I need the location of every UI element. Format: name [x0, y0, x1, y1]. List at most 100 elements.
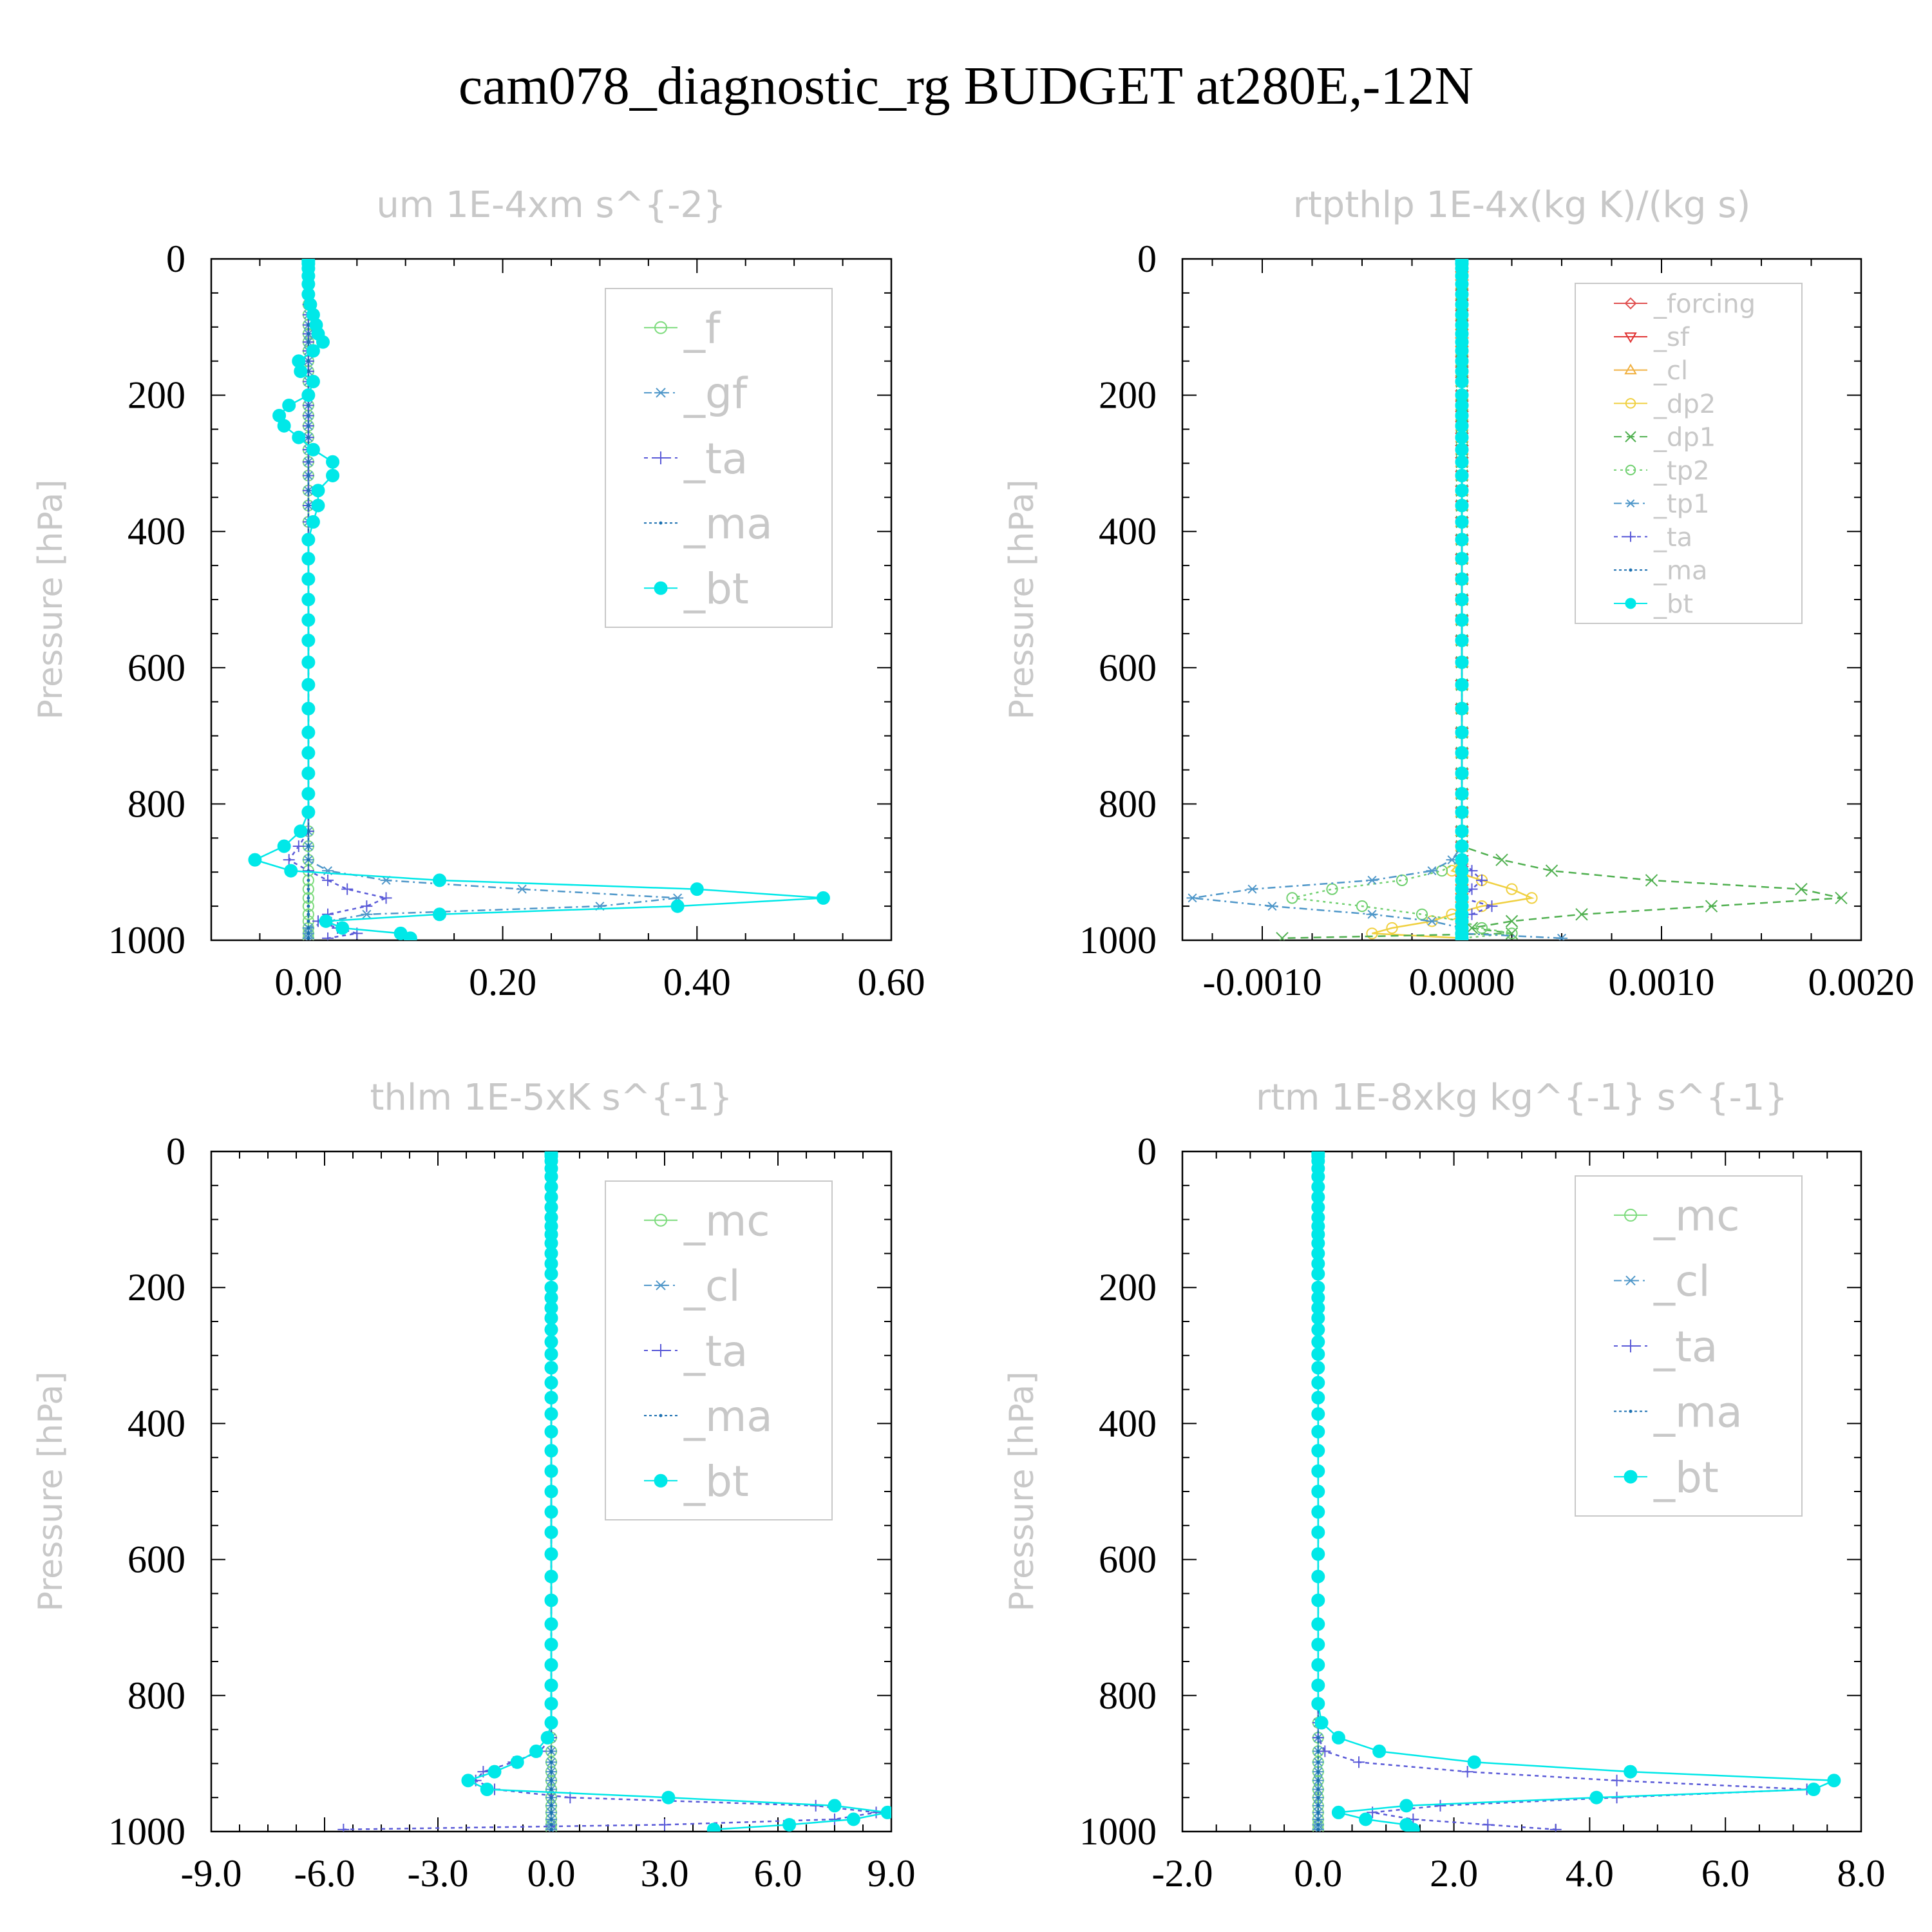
legend: _mc _cl _ta _ma _bt [1575, 1175, 1803, 1517]
data-point [1366, 909, 1378, 919]
legend-marker [654, 1344, 667, 1357]
data-point [1827, 1774, 1841, 1788]
data-point [1311, 1638, 1325, 1652]
data-point [1266, 902, 1278, 911]
data-point [544, 1335, 558, 1349]
data-point [341, 883, 354, 895]
legend-label: _bt [683, 1457, 749, 1506]
x-tick-label: 0.20 [469, 961, 536, 1003]
x-tick-label: 0.00 [274, 961, 342, 1003]
data-point [1455, 787, 1469, 801]
x-tick-label: 0.60 [858, 961, 925, 1003]
data-point [1316, 1828, 1320, 1832]
data-point [1476, 874, 1488, 886]
legend-label: _dp1 [1653, 423, 1716, 453]
legend-label: _forcing [1653, 289, 1756, 319]
data-point [1311, 1444, 1325, 1458]
data-point [1359, 1812, 1373, 1826]
legend-label: _f [683, 303, 721, 353]
data-point [1426, 866, 1438, 876]
y-axis-label: Pressure [hPa] [1003, 1372, 1041, 1612]
data-point [284, 864, 298, 878]
legend-marker [1624, 332, 1637, 343]
data-point [301, 787, 316, 801]
y-tick-label: 600 [128, 647, 185, 689]
y-tick-label: 200 [128, 1266, 185, 1309]
y-tick-label: 1000 [1079, 919, 1157, 961]
data-point [1645, 874, 1658, 887]
series-bt [248, 259, 830, 940]
legend-marker [1625, 398, 1636, 409]
series-bt [461, 1151, 891, 1832]
legend-box [1575, 1175, 1803, 1517]
data-point [544, 1716, 558, 1730]
data-point [706, 1823, 721, 1832]
legend-marker [1624, 1340, 1637, 1352]
legend-label: _cl [683, 1262, 741, 1311]
data-point [1461, 1766, 1473, 1778]
data-point [361, 900, 373, 913]
data-point [1475, 922, 1488, 934]
legend-entry: _ta [644, 434, 748, 484]
data-point [1455, 455, 1469, 469]
plot-area [1186, 259, 1848, 940]
data-point [549, 1810, 553, 1814]
data-point [544, 1696, 558, 1710]
data-point [1399, 1799, 1414, 1813]
y-tick-label: 200 [128, 374, 185, 417]
data-point [1311, 1323, 1325, 1337]
legend-label: _mc [1653, 1191, 1740, 1241]
data-point [307, 413, 310, 417]
data-point [1455, 766, 1469, 781]
legend-entry: _cl [1614, 1256, 1710, 1306]
legend-marker [654, 321, 667, 334]
data-point [1455, 533, 1469, 547]
legend-marker [1624, 1275, 1637, 1286]
data-point [307, 460, 310, 464]
legend-marker [1624, 363, 1637, 375]
data-point [301, 552, 316, 566]
legend-label: _cl [1653, 356, 1688, 386]
data-point [307, 858, 310, 862]
data-point [1311, 1696, 1325, 1710]
data-point [311, 498, 325, 513]
y-tick-label: 400 [1099, 510, 1157, 553]
legend-label: _cl [1653, 1256, 1710, 1306]
data-point [670, 899, 685, 913]
legend-entry: _dp2 [1614, 390, 1716, 419]
data-point [283, 854, 295, 866]
data-point [1455, 430, 1469, 444]
data-point [880, 1805, 891, 1819]
data-point [322, 932, 334, 940]
series-line [1292, 261, 1512, 940]
y-tick-label: 800 [1099, 782, 1157, 825]
data-point [1435, 864, 1448, 877]
legend-marker [654, 451, 667, 464]
data-point [690, 882, 704, 896]
data-point [337, 1823, 350, 1832]
data-point [301, 766, 316, 781]
data-point [1316, 1810, 1320, 1814]
data-point [1486, 900, 1498, 913]
x-tick-label: -2.0 [1152, 1852, 1213, 1895]
data-point [1316, 1823, 1320, 1826]
data-point [301, 592, 316, 607]
data-point [549, 1788, 553, 1792]
data-point [1311, 1593, 1325, 1607]
data-point [1455, 839, 1469, 853]
data-point [549, 1779, 553, 1783]
data-point [1455, 824, 1469, 838]
data-point [326, 468, 340, 482]
data-point [544, 1569, 558, 1584]
data-point [1455, 931, 1469, 940]
data-point [248, 853, 262, 867]
panel-thlm: thlm 1E-5xK s^{-1} Pressure [hPa] -9.0 -6.0… [32, 1077, 916, 1895]
data-point [1372, 1744, 1387, 1758]
legend-marker [1624, 1470, 1638, 1484]
panel-title: um 1E-4xm s^{-2} [376, 184, 726, 226]
data-point [829, 1813, 840, 1825]
data-point [1366, 927, 1378, 940]
data-point [544, 1376, 558, 1390]
data-point [782, 1817, 797, 1832]
data-point [549, 1828, 553, 1832]
